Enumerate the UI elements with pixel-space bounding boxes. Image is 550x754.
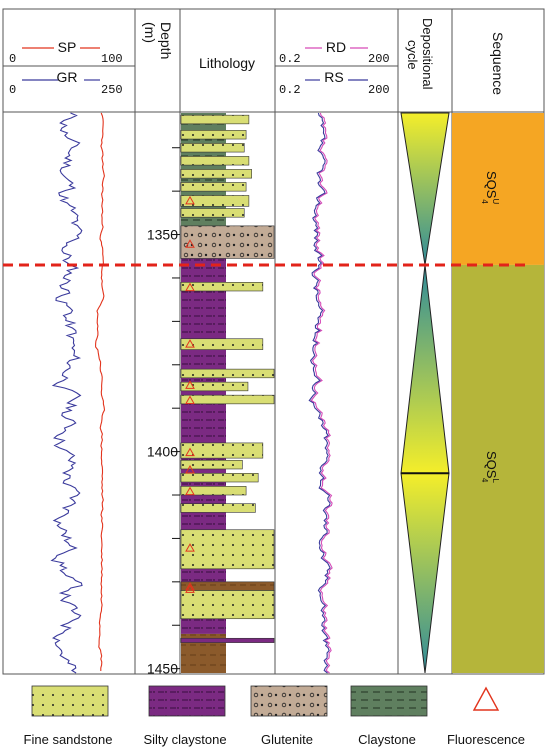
sequence-subscript: 4 [480,478,489,483]
lithology-bed-2 [180,143,245,153]
lithology-column [180,113,275,673]
gr-curve-label: GR [57,69,78,85]
depth-tick-label-1: 1400 [147,444,178,460]
fluorescence-marker-0 [185,195,195,205]
gr-max-label: 250 [101,83,123,97]
rs-curve-label: RS [324,69,343,85]
gr-min-label: 0 [9,83,16,97]
fluorescence-marker-7 [185,464,195,474]
sequence-band-0 [452,113,544,265]
fluorescence-marker-9 [185,543,195,552]
lithology-bed-1 [180,130,247,140]
rd-curve-label: RD [326,39,346,55]
legend-swatch-fine_sandstone [31,685,109,717]
log-curves [50,112,333,674]
legend-swatch-claystone [350,685,428,717]
cycle-label-line1: Depositional [420,18,435,90]
gr-curve [50,112,83,674]
rd-min-label: 0.2 [279,52,301,66]
legend-swatch-glutenite [250,685,328,717]
fluorescence-marker-10 [185,582,195,591]
lithology-bed-22 [180,637,275,643]
sp-min-label: 0 [9,52,16,66]
depth-unit-label: (m) [142,22,158,43]
rs-min-label: 0.2 [279,83,301,97]
cycle-header: Depositional cycle [405,18,435,90]
lithology-bed-6 [180,195,250,207]
sequence-superscript: U [491,198,500,204]
cycle-triangle-1 [400,264,450,474]
sequence-label-1: SQSL4 [480,451,500,483]
fluorescence-marker-2 [185,282,195,292]
sp-max-label: 100 [101,52,123,66]
sequence-name: SQS [484,171,499,199]
sequence-band-1 [452,264,544,673]
rs-max-label: 200 [368,83,390,97]
cycle-label-line2: cycle [405,40,420,70]
sequence-label-0: SQSU4 [480,171,500,204]
sp-gr-header: SP 0 100 GR 0 250 [3,39,135,97]
lithology-bed-7 [180,208,245,218]
depth-header: Depth (m) [142,22,174,59]
cycle-triangle-0 [400,112,450,266]
depositional-cycle-column [400,112,450,674]
fluorescence-marker-5 [185,395,195,405]
fluorescence-marker-3 [185,339,195,348]
depth-tick-label-0: 1350 [147,227,178,243]
lithology-bed-21 [180,590,275,620]
fluorescence-marker-4 [185,380,195,389]
lithology-bed-5 [180,182,247,192]
sequence-name: SQS [484,451,499,479]
rd-rs-header: RD 0.2 200 RS 0.2 200 [275,39,398,97]
lithology-bed-10 [180,338,264,350]
sp-curve [95,112,106,671]
fluorescence-marker-1 [185,239,195,248]
lithology-bed-3 [180,156,250,166]
legend-label-3: Claystone [358,732,416,747]
legend-label-0: Fine sandstone [24,732,113,747]
legend-label-1: Silty claystone [143,732,226,747]
lithology-bed-0 [180,114,250,125]
fluorescence-marker-6 [185,447,195,457]
legend-label-4: Fluorescence [447,732,525,747]
fluorescence-marker-11 [185,584,195,593]
depth-label: Depth [158,22,174,59]
lithology-bed-19 [180,529,275,570]
lithology-bed-8 [180,225,275,259]
lithology-bed-9 [180,282,264,292]
legend-swatch-silty_claystone [148,685,226,717]
cycle-triangle-2 [400,472,450,674]
depth-axis: 1350 1400 1450 [147,147,180,677]
rd-max-label: 200 [368,52,390,66]
fluorescence-marker-8 [185,486,195,496]
lithology-bed-20 [180,581,275,591]
legend-label-2: Glutenite [261,732,313,747]
lithology-bed-15 [180,459,243,470]
lithology-bed-18 [180,503,256,513]
lithology-bed-11 [180,368,275,379]
lithology-bed-14 [180,442,264,459]
rs-curve [308,112,331,674]
lithology-bed-16 [180,473,259,483]
lithology-bed-12 [180,381,249,392]
sp-curve-label: SP [58,39,77,55]
lithology-bed-13 [180,394,275,405]
sequence-superscript: L [491,478,500,483]
lithology-header: Lithology [199,55,255,71]
sequence-header: Sequence [490,32,506,95]
sequence-label: Sequence [490,32,506,95]
legend: Fine sandstone Silty claystone Glutenite Cl… [24,685,525,747]
lithology-bed-4 [180,169,252,179]
rd-curve [310,112,333,674]
legend-swatch-fluorescence [472,686,500,711]
lithology-base-1 [181,234,226,634]
sequence-subscript: 4 [480,199,489,204]
depth-tick-label-2: 1450 [147,661,178,677]
lithology-bed-17 [180,486,247,496]
